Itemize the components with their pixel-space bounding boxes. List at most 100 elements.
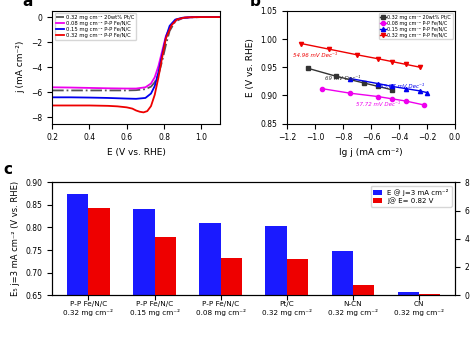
0.08 mg cm⁻² P-P Fe/N/C — [389, 97, 395, 101]
Text: c: c — [4, 162, 13, 177]
0.08 mg cm⁻² P-P Fe/N/C — [87, 86, 92, 90]
Bar — [220, 258, 242, 295]
0.32 mg cm⁻² P-P Fe/N/C — [417, 65, 423, 69]
Bar — [265, 226, 287, 360]
Line: 0.32 mg cm⁻² 20wt% Pt/C: 0.32 mg cm⁻² 20wt% Pt/C — [306, 66, 394, 92]
Line: 0.15 mg cm⁻² P-P Fe/N/C: 0.15 mg cm⁻² P-P Fe/N/C — [52, 17, 220, 99]
0.15 mg cm⁻² P-P Fe/N/C — [68, 95, 73, 99]
0.08 mg cm⁻² P-P Fe/N/C — [169, 22, 174, 27]
0.15 mg cm⁻² P-P Fe/N/C — [155, 70, 161, 75]
0.15 mg cm⁻² P-P Fe/N/C — [180, 15, 185, 20]
0.08 mg cm⁻² P-P Fe/N/C — [403, 99, 409, 103]
X-axis label: lg j (mA cm⁻²): lg j (mA cm⁻²) — [339, 148, 403, 157]
0.32 mg cm⁻² P-P Fe/N/C — [298, 41, 304, 46]
Bar — [67, 194, 89, 360]
Y-axis label: E₅ j=3 mA cm⁻² (V vs. RHE): E₅ j=3 mA cm⁻² (V vs. RHE) — [11, 181, 20, 296]
0.32 mg cm⁻² P-P Fe/N/C — [375, 57, 381, 61]
0.32 mg cm⁻² P-P Fe/N/C — [163, 36, 169, 41]
0.32 mg cm⁻² 20wt% Pt/C — [148, 85, 154, 89]
0.15 mg cm⁻² P-P Fe/N/C — [199, 15, 204, 19]
0.15 mg cm⁻² P-P Fe/N/C — [189, 15, 195, 19]
0.15 mg cm⁻² P-P Fe/N/C — [133, 97, 139, 101]
Bar — [419, 294, 440, 295]
0.32 mg cm⁻² 20wt% Pt/C — [143, 87, 148, 91]
Legend: 0.32 mg cm⁻² 20wt% Pt/C, 0.08 mg cm⁻² P-P Fe/N/C, 0.15 mg cm⁻² P-P Fe/N/C, 0.32 : 0.32 mg cm⁻² 20wt% Pt/C, 0.08 mg cm⁻² P-… — [55, 13, 136, 40]
0.32 mg cm⁻² 20wt% Pt/C — [159, 59, 165, 63]
0.15 mg cm⁻² P-P Fe/N/C — [208, 15, 213, 19]
0.08 mg cm⁻² P-P Fe/N/C — [319, 86, 325, 91]
Y-axis label: E (V vs. RHE): E (V vs. RHE) — [246, 38, 255, 97]
0.08 mg cm⁻² P-P Fe/N/C — [152, 75, 157, 80]
0.32 mg cm⁻² 20wt% Pt/C — [199, 15, 204, 19]
0.32 mg cm⁻² P-P Fe/N/C — [87, 103, 92, 108]
0.32 mg cm⁻² 20wt% Pt/C — [155, 73, 161, 77]
0.08 mg cm⁻² P-P Fe/N/C — [124, 86, 129, 91]
0.08 mg cm⁻² P-P Fe/N/C — [189, 15, 195, 19]
Legend: 0.32 mg cm⁻² 20wt% Pt/C, 0.08 mg cm⁻² P-P Fe/N/C, 0.15 mg cm⁻² P-P Fe/N/C, 0.32 : 0.32 mg cm⁻² 20wt% Pt/C, 0.08 mg cm⁻² P-… — [379, 13, 453, 39]
0.32 mg cm⁻² P-P Fe/N/C — [403, 62, 409, 67]
0.32 mg cm⁻² 20wt% Pt/C — [152, 80, 157, 85]
0.15 mg cm⁻² P-P Fe/N/C — [403, 86, 409, 91]
0.32 mg cm⁻² P-P Fe/N/C — [159, 55, 165, 59]
Bar — [353, 285, 374, 295]
0.32 mg cm⁻² 20wt% Pt/C — [68, 88, 73, 93]
0.08 mg cm⁻² P-P Fe/N/C — [182, 15, 187, 20]
0.08 mg cm⁻² P-P Fe/N/C — [347, 91, 353, 95]
0.32 mg cm⁻² P-P Fe/N/C — [208, 15, 213, 19]
0.15 mg cm⁻² P-P Fe/N/C — [87, 95, 92, 100]
Bar — [287, 259, 308, 295]
0.32 mg cm⁻² P-P Fe/N/C — [189, 15, 195, 19]
0.08 mg cm⁻² P-P Fe/N/C — [159, 49, 165, 53]
X-axis label: E (V vs. RHE): E (V vs. RHE) — [107, 148, 165, 157]
0.32 mg cm⁻² P-P Fe/N/C — [217, 15, 223, 19]
0.32 mg cm⁻² P-P Fe/N/C — [389, 59, 395, 64]
Line: 0.15 mg cm⁻² P-P Fe/N/C: 0.15 mg cm⁻² P-P Fe/N/C — [348, 76, 429, 95]
Text: a: a — [22, 0, 32, 9]
0.32 mg cm⁻² 20wt% Pt/C — [217, 15, 223, 19]
0.32 mg cm⁻² 20wt% Pt/C — [180, 16, 185, 20]
0.32 mg cm⁻² P-P Fe/N/C — [49, 103, 55, 108]
0.32 mg cm⁻² P-P Fe/N/C — [148, 104, 154, 108]
0.32 mg cm⁻² 20wt% Pt/C — [189, 15, 195, 19]
0.15 mg cm⁻² P-P Fe/N/C — [375, 81, 381, 86]
0.32 mg cm⁻² P-P Fe/N/C — [124, 105, 129, 109]
0.08 mg cm⁻² P-P Fe/N/C — [208, 15, 213, 19]
0.32 mg cm⁻² 20wt% Pt/C — [208, 15, 213, 19]
0.32 mg cm⁻² 20wt% Pt/C — [361, 81, 367, 85]
0.08 mg cm⁻² P-P Fe/N/C — [143, 85, 148, 89]
0.08 mg cm⁻² P-P Fe/N/C — [199, 15, 204, 19]
0.32 mg cm⁻² 20wt% Pt/C — [167, 29, 173, 33]
0.15 mg cm⁻² P-P Fe/N/C — [159, 53, 165, 57]
0.08 mg cm⁻² P-P Fe/N/C — [49, 85, 55, 89]
0.32 mg cm⁻² P-P Fe/N/C — [199, 15, 204, 19]
0.08 mg cm⁻² P-P Fe/N/C — [375, 94, 381, 99]
0.32 mg cm⁻² P-P Fe/N/C — [105, 104, 111, 108]
0.32 mg cm⁻² 20wt% Pt/C — [375, 84, 381, 89]
Bar — [155, 237, 176, 295]
0.32 mg cm⁻² 20wt% Pt/C — [305, 66, 311, 71]
0.15 mg cm⁻² P-P Fe/N/C — [163, 35, 169, 39]
Line: 0.08 mg cm⁻² P-P Fe/N/C: 0.08 mg cm⁻² P-P Fe/N/C — [52, 17, 220, 89]
0.08 mg cm⁻² P-P Fe/N/C — [217, 15, 223, 19]
0.15 mg cm⁻² P-P Fe/N/C — [347, 76, 353, 81]
Bar — [200, 223, 220, 360]
0.32 mg cm⁻² P-P Fe/N/C — [137, 109, 143, 114]
0.08 mg cm⁻² P-P Fe/N/C — [421, 103, 427, 107]
Bar — [133, 210, 155, 360]
Text: b: b — [250, 0, 261, 9]
0.32 mg cm⁻² 20wt% Pt/C — [87, 88, 92, 93]
Bar — [331, 251, 353, 360]
0.32 mg cm⁻² P-P Fe/N/C — [152, 93, 157, 97]
0.32 mg cm⁻² 20wt% Pt/C — [389, 87, 395, 92]
0.08 mg cm⁻² P-P Fe/N/C — [68, 85, 73, 90]
0.15 mg cm⁻² P-P Fe/N/C — [143, 96, 148, 100]
0.32 mg cm⁻² 20wt% Pt/C — [173, 19, 178, 24]
0.15 mg cm⁻² P-P Fe/N/C — [105, 96, 111, 100]
0.32 mg cm⁻² P-P Fe/N/C — [354, 53, 360, 57]
0.08 mg cm⁻² P-P Fe/N/C — [133, 86, 139, 91]
0.32 mg cm⁻² 20wt% Pt/C — [49, 88, 55, 93]
Line: 0.32 mg cm⁻² P-P Fe/N/C: 0.32 mg cm⁻² P-P Fe/N/C — [52, 17, 220, 112]
0.15 mg cm⁻² P-P Fe/N/C — [167, 24, 173, 28]
0.32 mg cm⁻² P-P Fe/N/C — [115, 104, 120, 108]
0.08 mg cm⁻² P-P Fe/N/C — [105, 86, 111, 90]
